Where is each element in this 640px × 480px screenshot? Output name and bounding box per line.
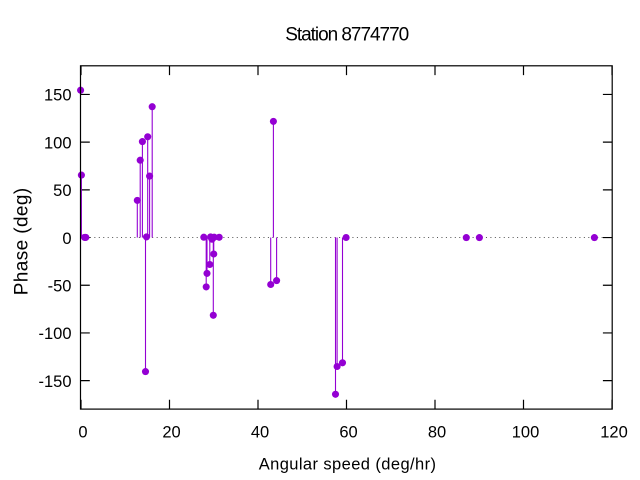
svg-text:80: 80 [428,423,446,441]
svg-text:Phase (deg): Phase (deg) [12,188,33,296]
svg-text:150: 150 [44,87,72,105]
svg-text:120: 120 [600,423,628,441]
svg-text:100: 100 [44,134,72,152]
svg-text:-50: -50 [48,277,72,295]
svg-text:Angular speed (deg/hr): Angular speed (deg/hr) [259,455,436,473]
svg-text:0: 0 [78,423,87,441]
svg-text:-100: -100 [38,325,71,343]
svg-text:50: 50 [53,182,71,200]
svg-text:0: 0 [62,230,71,248]
svg-text:60: 60 [339,423,357,441]
svg-text:40: 40 [251,423,269,441]
svg-text:Station 8774770: Station 8774770 [285,25,409,46]
svg-text:100: 100 [512,423,540,441]
svg-text:20: 20 [162,423,180,441]
svg-text:-150: -150 [38,373,71,391]
